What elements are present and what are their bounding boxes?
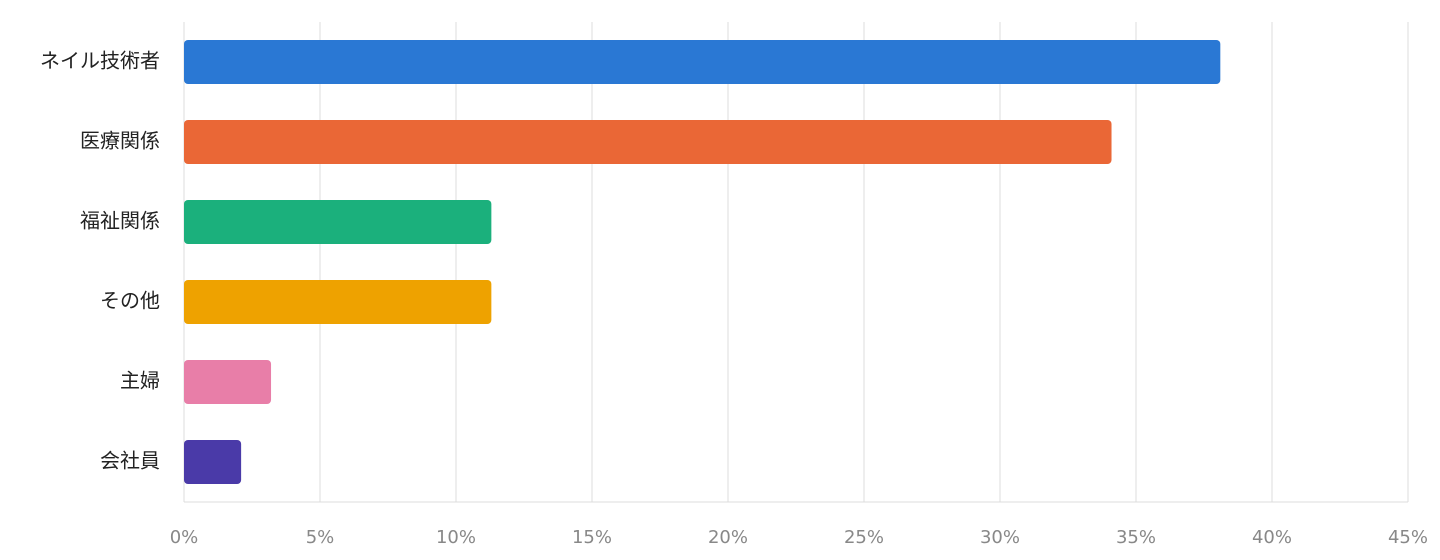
y-tick-label: 主婦 [120, 369, 160, 393]
y-tick-label: 福祉関係 [80, 209, 160, 233]
bar [184, 360, 272, 404]
bar [184, 200, 492, 244]
x-tick-label: 35% [1116, 527, 1156, 548]
bar [184, 440, 242, 484]
x-tick-label: 45% [1388, 527, 1428, 548]
bar [184, 120, 1112, 164]
x-tick-label: 5% [306, 527, 335, 548]
y-tick-label: ネイル技術者 [40, 49, 160, 73]
x-tick-label: 40% [1252, 527, 1292, 548]
y-tick-label: その他 [100, 289, 160, 313]
y-tick-label: 医療関係 [80, 129, 160, 153]
y-tick-label: 会社員 [100, 449, 160, 473]
x-tick-label: 25% [844, 527, 884, 548]
bar [184, 40, 1221, 84]
x-tick-label: 15% [572, 527, 612, 548]
x-tick-label: 10% [436, 527, 476, 548]
bar [184, 280, 492, 324]
x-tick-label: 0% [170, 527, 199, 548]
x-tick-label: 20% [708, 527, 748, 548]
x-tick-label: 30% [980, 527, 1020, 548]
